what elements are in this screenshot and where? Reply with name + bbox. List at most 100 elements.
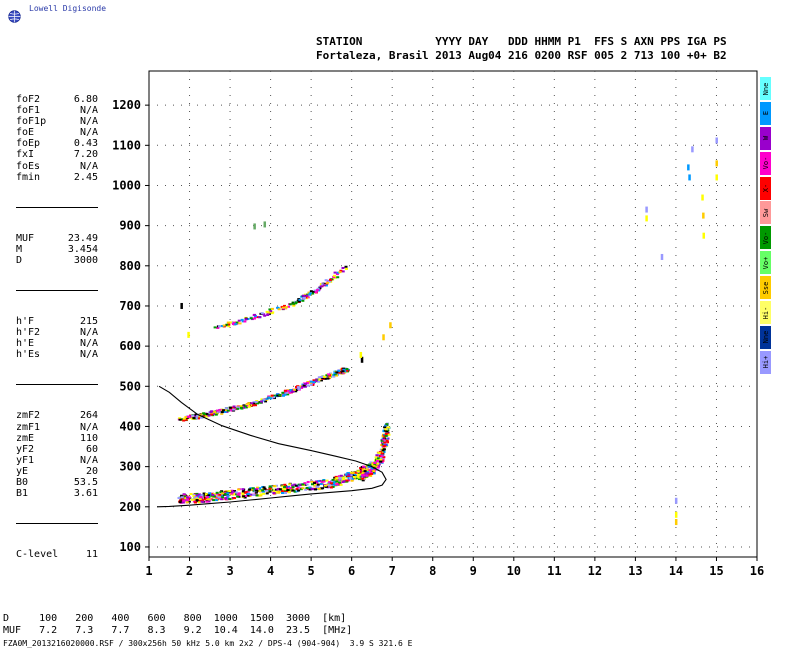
scaled-parameters-panel: foF2 6.80 foF1 N/A foF1p N/A foE N/A foEp 0.43 fxI… [16, 72, 98, 571]
isolated-echo-mark [687, 164, 690, 171]
echo-mark [228, 406, 232, 409]
echo-mark [250, 402, 254, 405]
x-tick-label: 8 [429, 564, 436, 578]
echo-mark [349, 471, 353, 474]
echo-mark [351, 473, 355, 476]
echo-mark [184, 416, 188, 419]
echo-mark [187, 496, 191, 499]
echo-mark [340, 480, 344, 483]
echo-mark [322, 480, 326, 483]
echo-mark [294, 390, 298, 393]
echo-mark [338, 371, 342, 374]
echo-mark [224, 492, 228, 495]
echo-mark [248, 488, 252, 491]
echo-mark [361, 479, 365, 482]
echo-mark [254, 491, 258, 494]
param-row: h'Es N/A [16, 349, 98, 360]
param-name: h'Es [16, 349, 41, 361]
parameters-group-virtual-heights: h'F 215 h'F2 N/A h'E N/A h'Es N/A [16, 316, 98, 360]
echo-mark [226, 492, 230, 495]
echo-mark [369, 461, 373, 464]
echo-mark [186, 498, 190, 501]
echo-mark [292, 303, 296, 306]
echo-mark [319, 285, 323, 288]
echo-mark [281, 485, 285, 488]
echo-mark [303, 483, 307, 486]
echo-mark [208, 492, 212, 495]
echo-mark [366, 471, 370, 474]
echo-mark [226, 494, 230, 497]
echo-mark [208, 497, 212, 500]
echo-mark [239, 405, 243, 408]
echo-mark [266, 312, 270, 315]
echo-mark [263, 487, 267, 490]
echo-mark [241, 488, 245, 491]
echo-mark [195, 494, 199, 497]
echo-mark [246, 490, 250, 493]
echo-mark [313, 482, 317, 485]
echo-mark [221, 409, 225, 412]
param-name: B1 [16, 488, 29, 500]
echo-mark [281, 391, 285, 394]
echo-mark [266, 313, 270, 316]
echo-mark [194, 417, 198, 420]
echo-mark [197, 494, 201, 497]
legend-swatch: Nne [760, 77, 771, 100]
echo-mark [178, 501, 182, 504]
echo-mark [295, 388, 299, 391]
echo-mark [244, 494, 248, 497]
echo-mark [318, 378, 322, 381]
echo-mark [291, 489, 295, 492]
echo-mark [382, 448, 386, 451]
echo-mark [321, 376, 325, 379]
echo-mark [327, 373, 331, 376]
echo-mark [292, 388, 296, 391]
echo-mark [337, 370, 341, 373]
echo-mark [382, 430, 386, 433]
echo-mark [297, 483, 301, 486]
echo-mark [249, 317, 253, 320]
param-value: N/A [79, 454, 98, 466]
echo-mark [334, 475, 338, 478]
echo-mark [193, 414, 197, 417]
echo-mark [182, 494, 186, 497]
parameters-group-confidence: C-level 11 [16, 549, 98, 560]
echo-mark [362, 469, 366, 472]
legend-swatch: Sw [760, 201, 771, 225]
param-row: fmin 2.45 [16, 172, 98, 183]
echo-mark [308, 488, 312, 491]
echo-mark [357, 478, 361, 481]
echo-mark [305, 294, 309, 297]
echo-mark [272, 489, 276, 492]
echo-mark [182, 499, 186, 502]
param-row: h'F2 N/A [16, 327, 98, 338]
echo-mark [225, 323, 229, 326]
echo-mark [302, 296, 306, 299]
echo-mark [178, 417, 182, 420]
echo-mark [232, 405, 236, 408]
echo-mark [252, 494, 256, 497]
y-tick-label: 100 [119, 540, 141, 554]
echo-mark [195, 495, 199, 498]
echo-mark [210, 498, 214, 501]
legend-swatch: Hi+ [760, 350, 771, 374]
echo-mark [350, 479, 354, 482]
param-name: MUF [16, 232, 35, 244]
echo-mark [261, 489, 265, 492]
echo-mark [228, 321, 232, 324]
echo-mark [339, 269, 343, 272]
echo-mark [211, 493, 215, 496]
echo-mark [306, 384, 310, 387]
echo-mark [377, 453, 381, 456]
param-value: 11 [85, 549, 98, 561]
echo-mark [268, 487, 272, 490]
echo-mark [260, 398, 264, 401]
echo-mark [299, 483, 303, 486]
header-line-1: STATION YYYY DAY DDD HHMM P1 FFS S AXN P… [316, 35, 727, 48]
isolated-echo-mark [688, 174, 691, 181]
echo-mark [268, 308, 272, 311]
echo-mark [182, 419, 186, 422]
echo-mark [265, 492, 269, 495]
param-row: h'E N/A [16, 338, 98, 349]
echo-mark [371, 463, 375, 466]
